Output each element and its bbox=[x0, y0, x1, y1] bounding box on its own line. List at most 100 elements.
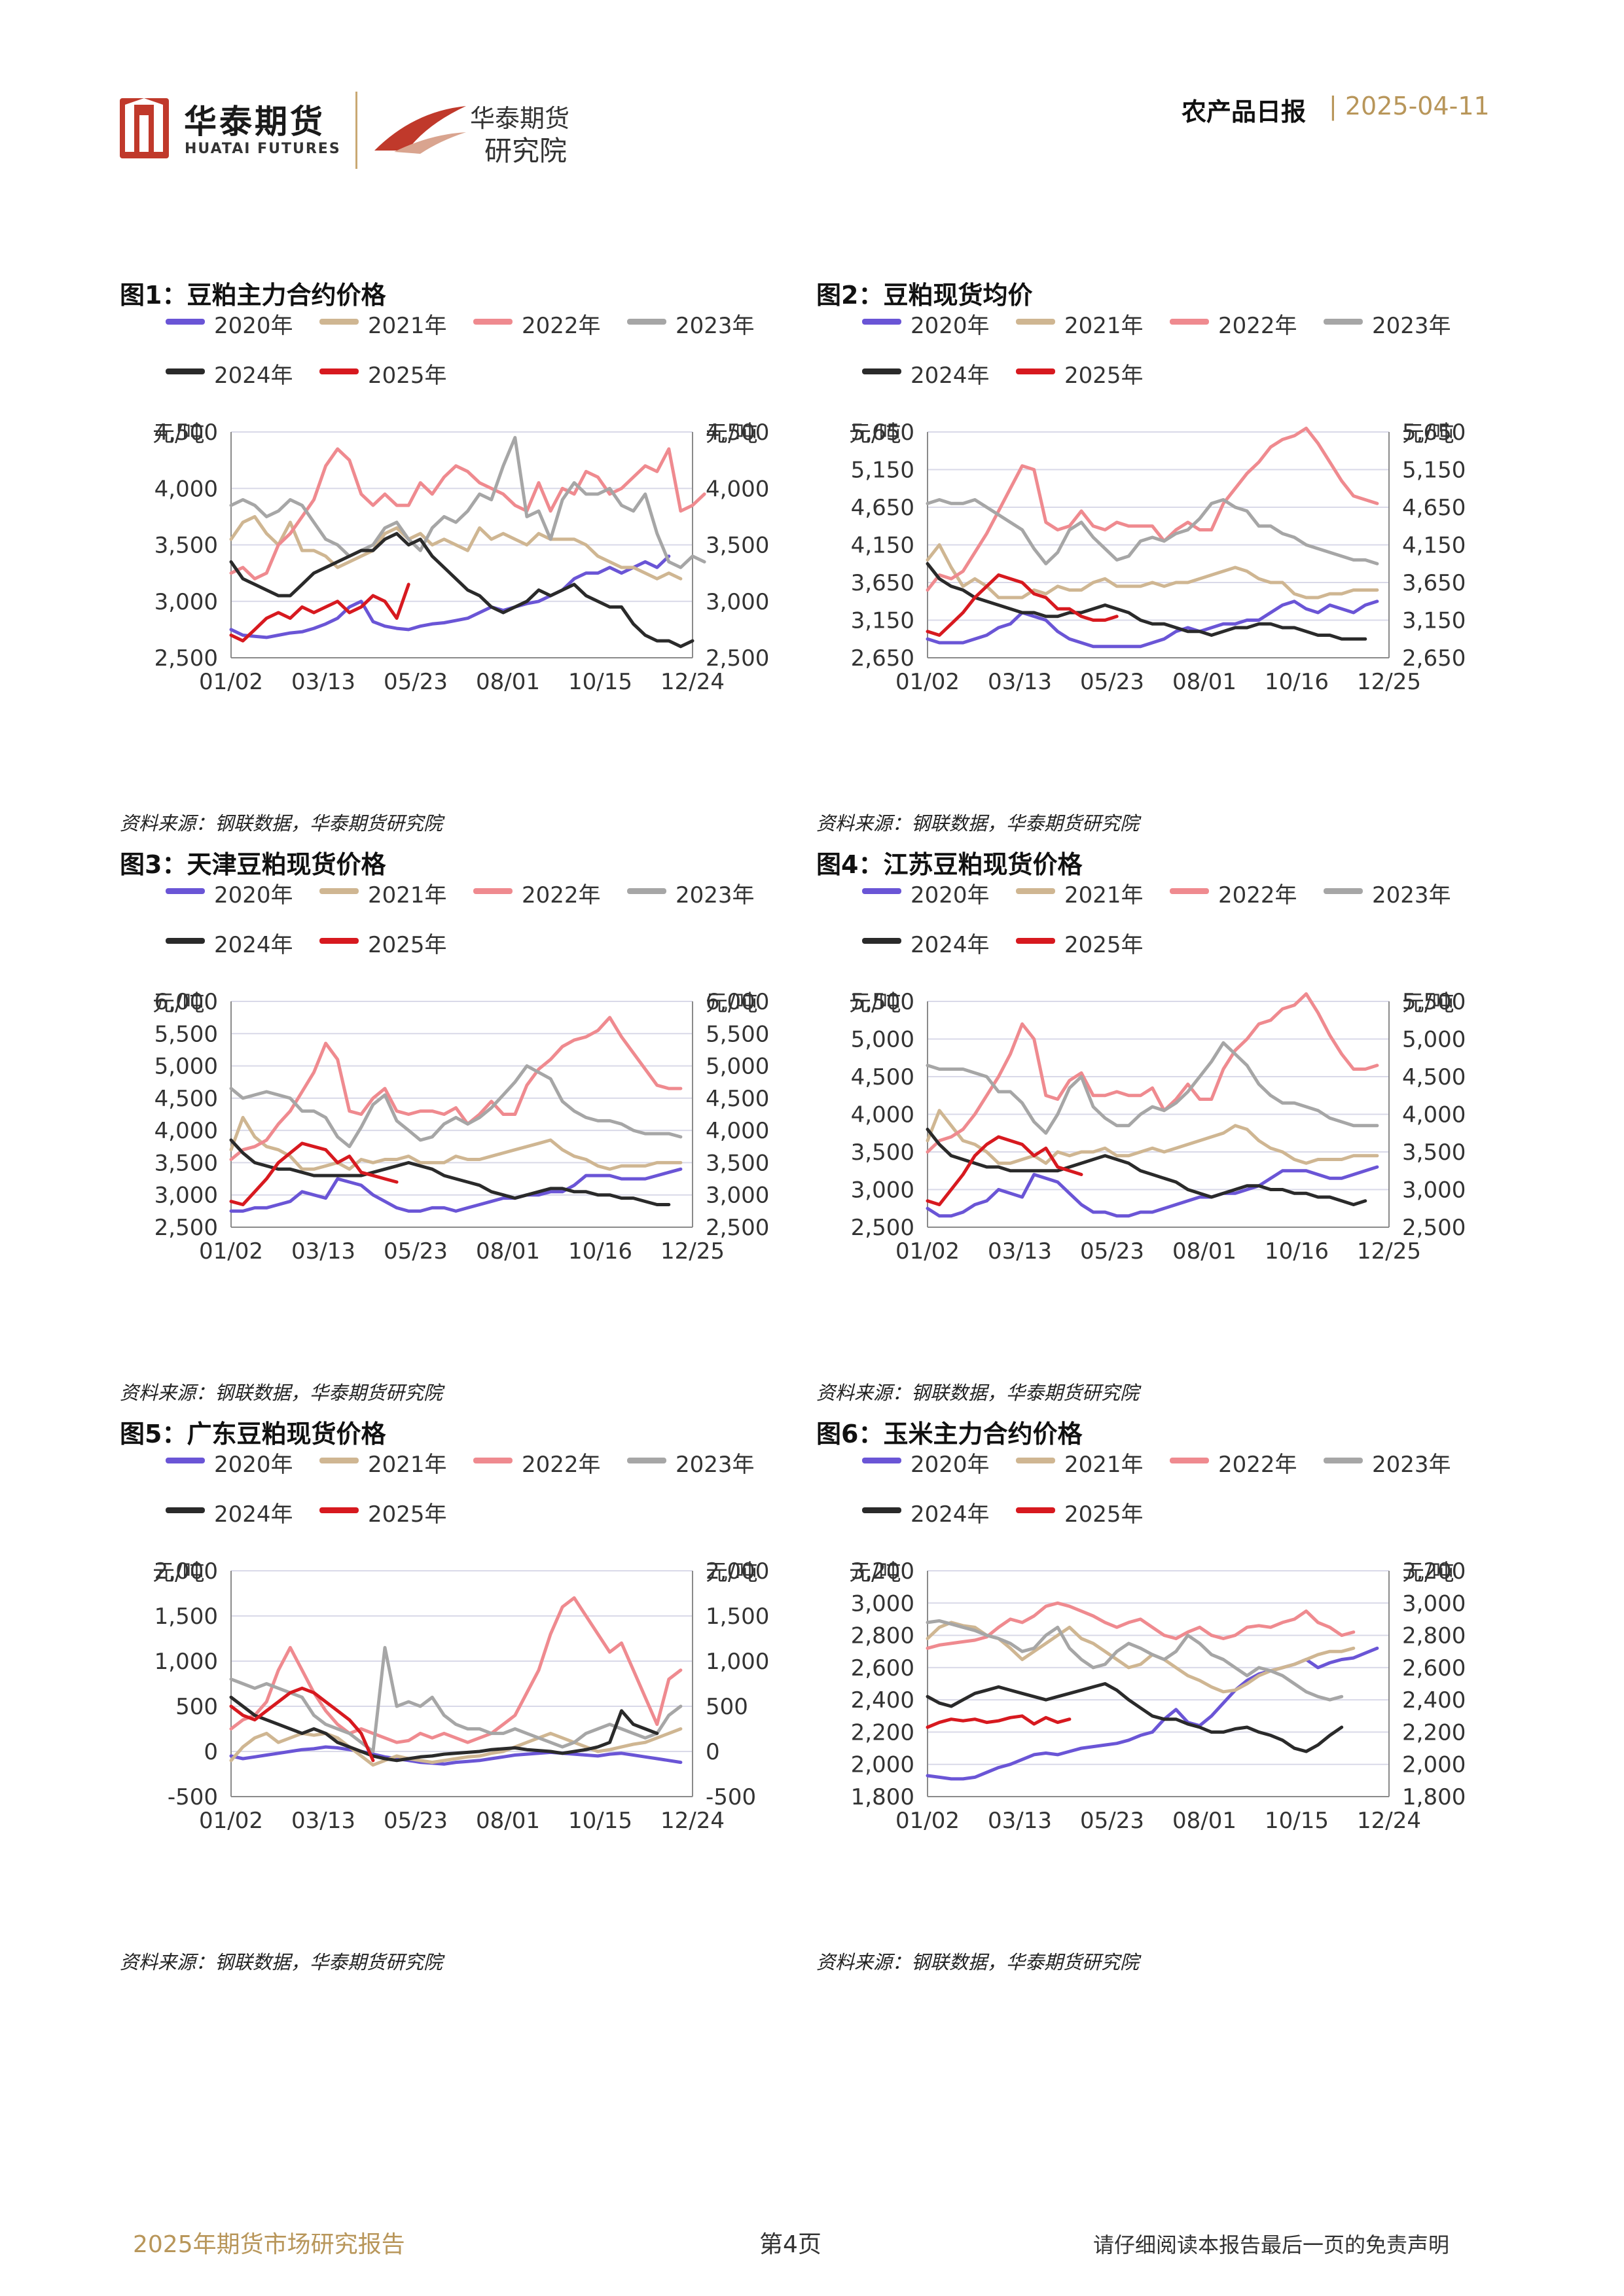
y-tick-label-right: 0 bbox=[706, 1739, 720, 1765]
y-tick-label-left: 2,400 bbox=[851, 1687, 914, 1713]
y-tick-label-right: 5,150 bbox=[1402, 457, 1466, 484]
left-axis-unit: 元/吨 bbox=[153, 1560, 205, 1586]
y-tick-label-right: 4,650 bbox=[1402, 495, 1466, 521]
y-tick-label-right: 3,500 bbox=[706, 533, 769, 559]
x-tick-label: 01/02 bbox=[895, 1808, 960, 1834]
x-tick-label: 01/02 bbox=[199, 1808, 263, 1834]
right-axis-unit: 元/吨 bbox=[1402, 1560, 1454, 1586]
legend-swatch bbox=[166, 1507, 205, 1513]
legend-label: 2020年 bbox=[911, 882, 990, 908]
legend-swatch bbox=[166, 319, 205, 325]
y-tick-label-right: 2,650 bbox=[1402, 645, 1466, 672]
series-line-2021年 bbox=[229, 1115, 683, 1171]
legend-swatch bbox=[319, 319, 359, 325]
chart-panel-3: 图3：天津豆粕现货价格 2020年 2021年 2022年 2023年 2024年 2025… bbox=[120, 844, 814, 1404]
disclaimer-note: 请仔细阅读本报告最后一页的免责声明 bbox=[1093, 2233, 1450, 2257]
series-line-2020年 bbox=[926, 1165, 1379, 1218]
line-chart: 5,650 5,650 5,150 5,150 4,650 4,650 4,150 4,150… bbox=[851, 420, 1466, 695]
y-tick-label-right: 4,500 bbox=[706, 420, 769, 446]
legend-swatch bbox=[1016, 319, 1055, 325]
x-tick-label: 08/01 bbox=[476, 1808, 540, 1834]
y-tick-label-right: 6,000 bbox=[706, 989, 769, 1015]
brand-name-en: HUATAI FUTURES bbox=[185, 141, 341, 157]
y-tick-label-right: 1,500 bbox=[706, 1604, 769, 1630]
legend-swatch bbox=[862, 938, 901, 944]
y-tick-label-left: 1,800 bbox=[851, 1784, 914, 1810]
legend-label: 2021年 bbox=[368, 1452, 447, 1478]
y-tick-label-left: 2,000 bbox=[154, 1558, 218, 1585]
legend-swatch bbox=[319, 938, 359, 944]
series-line-2024年 bbox=[229, 1138, 671, 1206]
chart-title: 图5：广东豆粕现货价格 bbox=[120, 1420, 386, 1448]
line-chart: 5,500 5,500 5,000 5,000 4,500 4,500 4,000 4,000… bbox=[851, 989, 1466, 1265]
y-tick-label-left: 3,500 bbox=[154, 533, 218, 559]
y-tick-label-left: 3,200 bbox=[851, 1558, 914, 1585]
y-tick-label-right: -500 bbox=[706, 1784, 756, 1810]
legend-label: 2025年 bbox=[368, 1501, 447, 1528]
y-tick-label-right: 4,000 bbox=[706, 1118, 769, 1144]
legend-swatch bbox=[1016, 888, 1055, 894]
legend-swatch bbox=[627, 319, 666, 325]
y-tick-label-left: 3,000 bbox=[154, 1183, 218, 1209]
y-tick-label-left: 2,500 bbox=[851, 1215, 914, 1241]
x-tick-label: 12/25 bbox=[1357, 669, 1421, 695]
x-tick-label: 01/02 bbox=[199, 669, 263, 695]
chart-title: 图6：玉米主力合约价格 bbox=[816, 1420, 1083, 1448]
right-axis-unit: 元/吨 bbox=[706, 1560, 758, 1586]
y-tick-label-right: 2,000 bbox=[1402, 1752, 1466, 1778]
y-tick-label-left: 4,150 bbox=[851, 533, 914, 559]
y-tick-label-left: 5,650 bbox=[851, 420, 914, 446]
x-tick-label: 01/02 bbox=[895, 669, 960, 695]
x-tick-label: 12/25 bbox=[1357, 1238, 1421, 1265]
legend-label: 2024年 bbox=[911, 932, 990, 958]
line-chart: 3,200 3,200 3,000 3,000 2,800 2,800 2,600 2,600… bbox=[851, 1558, 1466, 1834]
y-tick-label-left: 3,150 bbox=[851, 608, 914, 634]
legend-label: 2024年 bbox=[214, 1501, 293, 1528]
legend-swatch bbox=[1170, 1458, 1209, 1463]
legend-label: 2024年 bbox=[214, 363, 293, 389]
line-chart: 2,000 2,000 1,500 1,500 1,000 1,000 500 500 0 0 -5… bbox=[154, 1558, 770, 1834]
legend-swatch bbox=[627, 1458, 666, 1463]
y-tick-label-left: 6,000 bbox=[154, 989, 218, 1015]
source-note: 资料来源：钢联数据，华泰期货研究院 bbox=[816, 812, 1140, 834]
right-axis-unit: 元/吨 bbox=[706, 421, 758, 447]
y-tick-label-right: 2,800 bbox=[1402, 1623, 1466, 1649]
series-line-2025年 bbox=[229, 1686, 375, 1763]
series-line-2023年 bbox=[926, 1619, 1344, 1702]
source-note: 资料来源：钢联数据，华泰期货研究院 bbox=[120, 812, 443, 834]
x-tick-label: 05/23 bbox=[1080, 669, 1144, 695]
chart-panel-2: 图2：豆粕现货均价 2020年 2021年 2022年 2023年 2024年 2025年元… bbox=[816, 275, 1510, 834]
x-tick-label: 05/23 bbox=[384, 669, 448, 695]
y-tick-label-left: 1,500 bbox=[154, 1604, 218, 1630]
legend-swatch bbox=[319, 1458, 359, 1463]
legend-label: 2022年 bbox=[522, 882, 601, 908]
left-axis-unit: 元/吨 bbox=[849, 1560, 901, 1586]
legend-label: 2025年 bbox=[1064, 363, 1144, 389]
y-tick-label-left: 3,500 bbox=[154, 1150, 218, 1176]
x-tick-label: 08/01 bbox=[1172, 1238, 1236, 1265]
x-tick-label: 05/23 bbox=[1080, 1238, 1144, 1265]
y-tick-label-left: 0 bbox=[204, 1739, 218, 1765]
series-line-2020年 bbox=[229, 554, 671, 639]
y-tick-label-right: 4,150 bbox=[1402, 533, 1466, 559]
series-line-2022年 bbox=[926, 426, 1379, 592]
x-tick-label: 10/15 bbox=[568, 1808, 632, 1834]
left-axis-unit: 元/吨 bbox=[849, 990, 901, 1016]
x-tick-label: 03/13 bbox=[988, 1808, 1052, 1834]
legend-label: 2023年 bbox=[676, 1452, 755, 1478]
left-axis-unit: 元/吨 bbox=[849, 421, 901, 447]
legend-label: 2023年 bbox=[1372, 882, 1451, 908]
y-tick-label-left: 5,500 bbox=[851, 989, 914, 1015]
y-tick-label-left: 5,000 bbox=[851, 1027, 914, 1053]
y-tick-label-right: 4,000 bbox=[1402, 1102, 1466, 1128]
x-tick-label: 10/15 bbox=[568, 669, 632, 695]
x-tick-label: 08/01 bbox=[476, 669, 540, 695]
y-tick-label-left: 5,000 bbox=[154, 1054, 218, 1080]
legend-label: 2020年 bbox=[214, 313, 293, 339]
line-chart: 6,000 6,000 5,500 5,500 5,000 5,000 4,500 4,500… bbox=[154, 989, 770, 1265]
legend-label: 2020年 bbox=[214, 882, 293, 908]
y-tick-label-left: 5,500 bbox=[154, 1021, 218, 1047]
legend-swatch bbox=[166, 938, 205, 944]
y-tick-label-right: 3,000 bbox=[706, 1183, 769, 1209]
legend-swatch bbox=[862, 368, 901, 374]
